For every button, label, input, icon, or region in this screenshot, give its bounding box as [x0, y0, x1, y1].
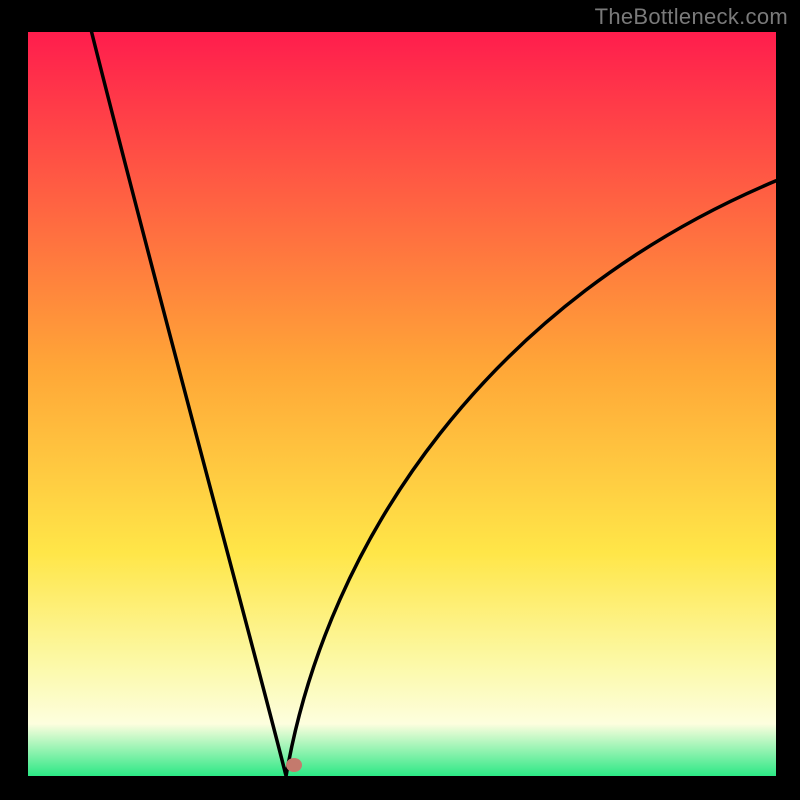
bottleneck-curve — [92, 32, 776, 776]
watermark-text: TheBottleneck.com — [595, 4, 788, 30]
optimum-marker — [286, 758, 302, 772]
curve-layer — [0, 0, 800, 800]
chart-container: TheBottleneck.com — [0, 0, 800, 800]
